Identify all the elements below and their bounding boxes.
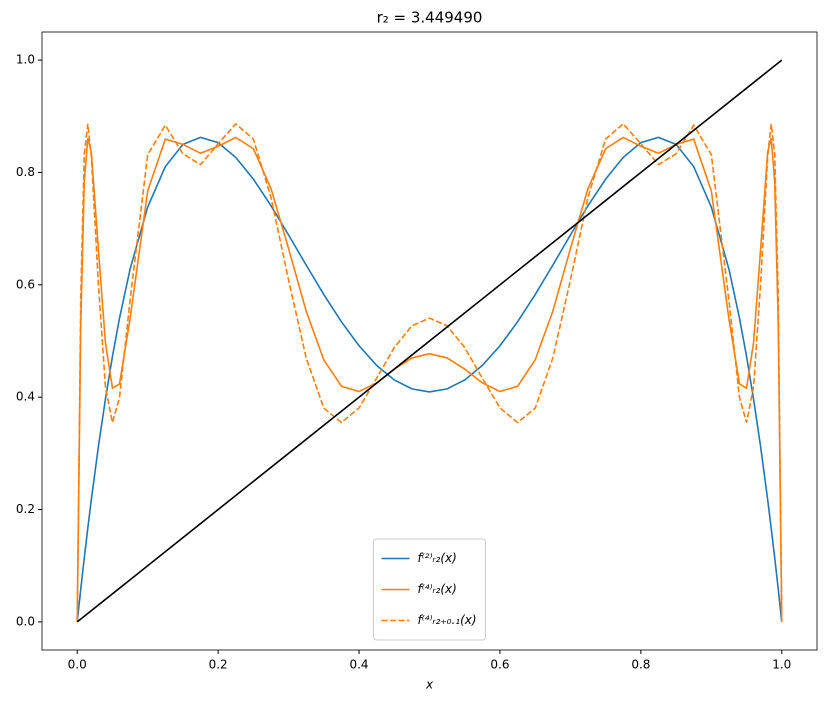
legend-label: f⁽⁴⁾ᵣ₂₊₀.₁(x) bbox=[418, 613, 477, 627]
chart-title: r₂ = 3.449490 bbox=[377, 9, 483, 27]
series-line bbox=[76, 136, 783, 622]
x-tick-label: 0.0 bbox=[68, 658, 87, 672]
y-tick-label: 0.8 bbox=[16, 165, 35, 179]
legend: f⁽²⁾ᵣ₂(x) f⁽⁴⁾ᵣ₂(x) f⁽⁴⁾ᵣ₂₊₀.₁(x) bbox=[373, 538, 486, 641]
x-tick-label: 0.2 bbox=[209, 658, 228, 672]
legend-box bbox=[373, 538, 486, 641]
y-tick-label: 0.0 bbox=[16, 614, 35, 628]
series-line bbox=[76, 136, 783, 622]
x-tick-label: 1.0 bbox=[772, 658, 791, 672]
x-tick-label: 0.6 bbox=[490, 658, 509, 672]
legend-label: f⁽⁴⁾ᵣ₂(x) bbox=[418, 582, 457, 596]
plot-frame bbox=[41, 31, 818, 651]
x-tick-label: 0.8 bbox=[631, 658, 650, 672]
y-tick-label: 0.6 bbox=[16, 277, 35, 291]
y-tick-label: 0.4 bbox=[16, 390, 35, 404]
legend-label: f⁽²⁾ᵣ₂(x) bbox=[418, 551, 457, 565]
series-line bbox=[76, 122, 783, 622]
y-tick-label: 0.2 bbox=[16, 502, 35, 516]
x-axis-label: x bbox=[425, 678, 434, 692]
series-line bbox=[76, 59, 783, 623]
x-tick-label: 0.4 bbox=[349, 658, 368, 672]
y-tick-label: 1.0 bbox=[16, 53, 35, 67]
